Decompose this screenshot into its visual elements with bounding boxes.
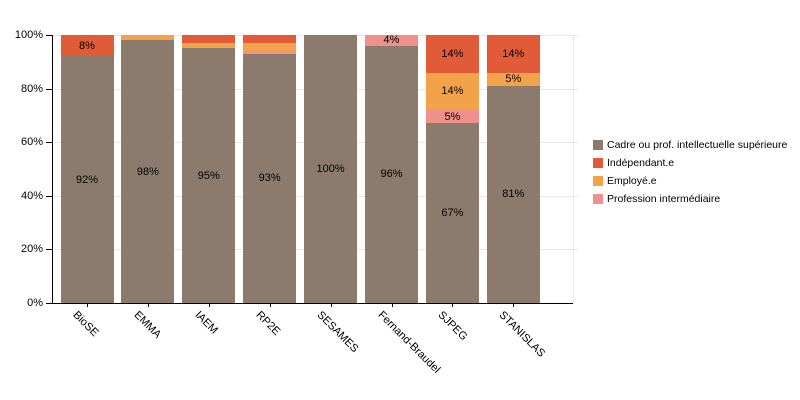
bar-segment	[61, 56, 114, 303]
bar-segment	[426, 110, 479, 124]
x-axis-category-label: IAEM	[192, 309, 220, 337]
bar-value-label: 14%	[441, 85, 464, 98]
bar-segment	[182, 35, 235, 44]
bar-segment	[365, 45, 418, 303]
bar-segment	[487, 72, 540, 86]
legend-item: Indépendant.e	[593, 154, 787, 172]
x-axis-category-label: Fernand-Braudel	[375, 309, 442, 376]
bar-value-label: 81%	[502, 188, 525, 201]
bar-value-label: 92%	[75, 173, 99, 186]
bar-segment	[426, 72, 479, 111]
y-axis-tick	[46, 89, 52, 90]
y-axis-tick-label: 60%	[20, 136, 43, 148]
legend-item: Cadre ou prof. intellectuelle supérieure	[593, 136, 787, 154]
bar-segment	[121, 40, 174, 303]
bar-value-label: 5%	[505, 73, 522, 86]
bar-segment	[182, 43, 235, 49]
x-axis-tick	[148, 303, 149, 307]
bar-segment	[182, 48, 235, 303]
bar-value-label: 8%	[79, 39, 95, 52]
bar-segment	[121, 35, 174, 41]
legend-swatch	[593, 194, 603, 204]
x-axis-tick	[331, 303, 332, 307]
x-axis-tick	[392, 303, 393, 307]
bar-value-label: 100%	[316, 163, 345, 175]
y-axis-tick-label: 80%	[20, 83, 43, 95]
y-axis-tick	[46, 303, 52, 304]
bar-segment	[61, 35, 114, 57]
bar-segment	[487, 35, 540, 73]
bar-value-label: 14%	[441, 47, 464, 60]
bar-value-label: 93%	[258, 172, 281, 185]
y-axis-tick-label: 40%	[20, 190, 43, 202]
x-axis-category-label: STANISLAS	[496, 309, 548, 360]
bar-segment	[243, 53, 296, 303]
bar-segment	[426, 123, 479, 303]
y-axis-tick-label: 100%	[14, 29, 43, 41]
y-axis-tick-label: 20%	[20, 243, 43, 255]
bar-value-label: 96%	[380, 168, 403, 181]
bar-segment	[243, 35, 296, 44]
legend-label: Indépendant.e	[607, 157, 675, 169]
bar-segment	[304, 35, 357, 303]
legend-swatch	[593, 140, 603, 150]
x-axis-tick	[209, 303, 210, 307]
x-axis-tick	[452, 303, 453, 307]
legend-label: Cadre ou prof. intellectuelle supérieure	[607, 139, 788, 151]
x-axis-category-label: RP2E	[253, 309, 283, 338]
bar-segment	[426, 35, 479, 73]
y-axis-tick	[46, 249, 52, 250]
bar-value-label: 95%	[197, 169, 220, 182]
bar-segment	[243, 51, 296, 54]
bar-value-label: 4%	[383, 34, 400, 47]
legend-item: Profession intermédiaire	[593, 190, 787, 208]
bar-segment	[487, 85, 540, 303]
y-axis-tick	[46, 142, 52, 143]
legend-swatch	[593, 176, 603, 186]
legend: Cadre ou prof. intellectuelle supérieure…	[593, 136, 787, 208]
legend-label: Employé.e	[607, 175, 657, 187]
x-axis-tick	[87, 303, 88, 307]
gridline	[573, 35, 574, 303]
x-axis-category-label: BioSE	[70, 309, 101, 340]
x-axis-tick	[513, 303, 514, 307]
legend-label: Profession intermédiaire	[607, 193, 721, 205]
bar-segment	[243, 43, 296, 52]
x-axis-category-label: SJPEG	[435, 309, 470, 343]
x-axis-category-label: EMMA	[131, 309, 164, 341]
y-axis-line	[52, 35, 53, 304]
bar-value-label: 5%	[444, 110, 461, 123]
bar-segment	[365, 35, 418, 46]
bar-value-label: 14%	[502, 47, 525, 60]
y-axis-tick-label: 0%	[27, 297, 43, 309]
bar-value-label: 98%	[136, 165, 159, 178]
y-axis-tick	[46, 35, 52, 36]
x-axis-category-label: SESAMES	[314, 309, 361, 356]
x-axis-line	[52, 303, 573, 304]
x-axis-tick	[270, 303, 271, 307]
legend-swatch	[593, 158, 603, 168]
y-axis-tick	[46, 196, 52, 197]
bar-value-label: 67%	[441, 207, 464, 220]
legend-item: Employé.e	[593, 172, 787, 190]
